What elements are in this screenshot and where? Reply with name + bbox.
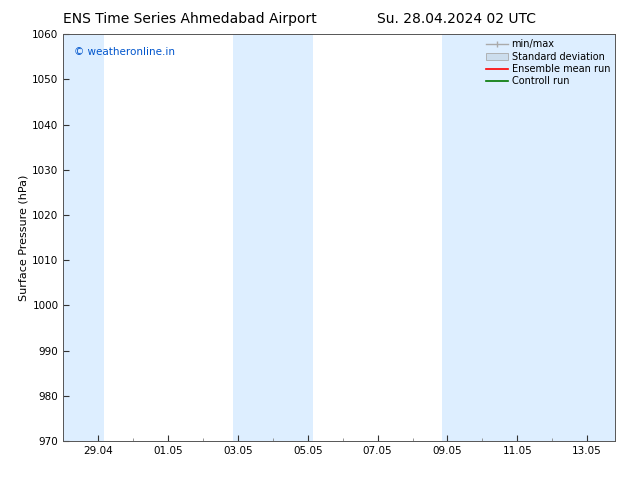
Bar [63, 34, 103, 441]
Text: ENS Time Series Ahmedabad Airport: ENS Time Series Ahmedabad Airport [63, 12, 317, 26]
Text: © weatheronline.in: © weatheronline.in [74, 47, 176, 56]
Y-axis label: Surface Pressure (hPa): Surface Pressure (hPa) [18, 174, 28, 301]
Bar [442, 34, 615, 441]
Text: Su. 28.04.2024 02 UTC: Su. 28.04.2024 02 UTC [377, 12, 536, 26]
Legend: min/max, Standard deviation, Ensemble mean run, Controll run: min/max, Standard deviation, Ensemble me… [483, 36, 613, 89]
Bar [233, 34, 313, 441]
